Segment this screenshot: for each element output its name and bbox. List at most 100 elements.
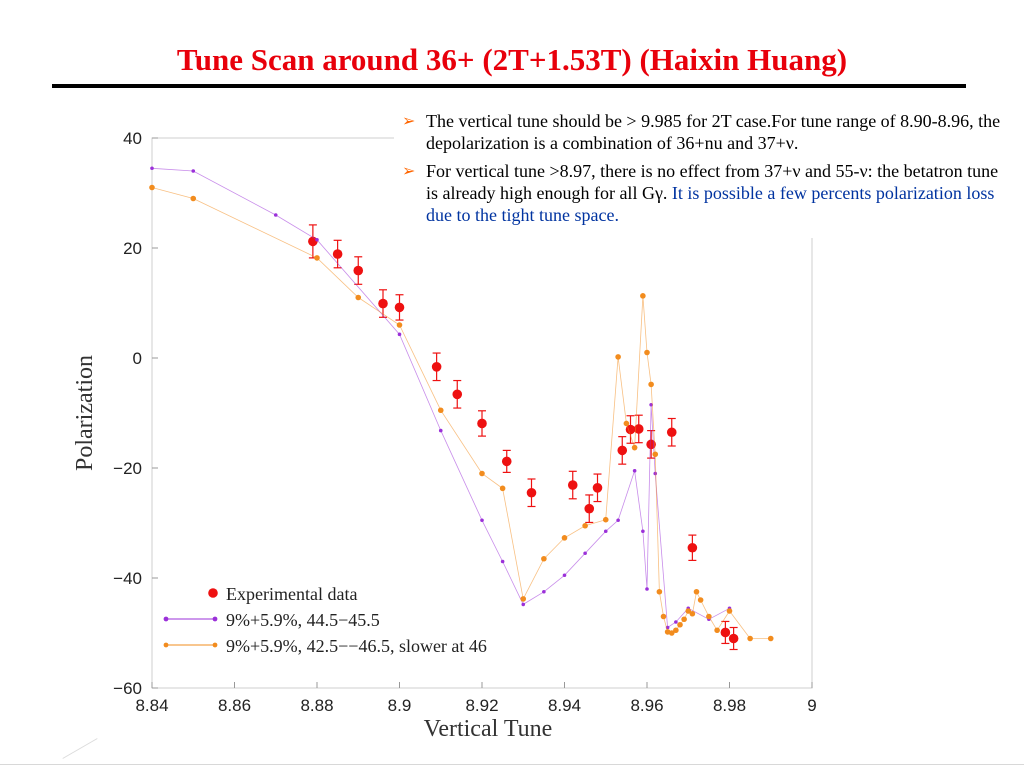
series-point: [697, 597, 704, 603]
note-bullet-2: ➢ For vertical tune >8.97, there is no e…: [400, 160, 1002, 226]
y-tick-label: 40: [123, 129, 142, 148]
y-tick-label: 20: [123, 239, 142, 258]
series-point: [582, 522, 588, 529]
data-point: [592, 483, 603, 493]
series-point: [150, 166, 154, 171]
series-point: [541, 555, 547, 562]
data-point: [728, 633, 739, 644]
series-point: [747, 635, 753, 642]
series-point: [673, 627, 679, 634]
series-point: [438, 428, 443, 433]
series-point: [726, 608, 733, 614]
series-point: [603, 529, 608, 534]
x-tick-label: 8.9: [388, 696, 412, 715]
series-point: [767, 635, 774, 642]
data-point: [625, 424, 636, 435]
x-tick-label: 8.98: [713, 696, 746, 715]
series-point: [616, 518, 620, 523]
legend-label: Experimental data: [226, 584, 357, 604]
x-tick-label: 8.88: [300, 696, 333, 715]
series-point: [653, 471, 658, 476]
series-point: [674, 620, 678, 624]
data-point: [687, 542, 698, 553]
series-point: [499, 485, 506, 492]
note-highlight-2: It is possible a few percents polarizati…: [426, 183, 995, 225]
slide-title: Tune Scan around 36+ (2T+1.53T) (Haixin …: [176, 42, 848, 77]
note-text-2: For vertical tune >8.97, there is no eff…: [426, 161, 999, 203]
data-point: [526, 487, 537, 498]
series-point: [632, 468, 637, 473]
y-tick-label: −60: [113, 679, 142, 698]
legend-entry-3: 9%+5.9%, 42.5−−46.5, slower at 46: [163, 636, 487, 656]
data-point: [501, 456, 512, 467]
legend-marker: [163, 616, 169, 622]
series-point: [660, 613, 667, 620]
series-point: [644, 349, 650, 356]
x-tick-label: 9: [807, 696, 816, 715]
x-axis-label: Vertical Tune: [424, 716, 553, 742]
notes-panel: ➢ The vertical tune should be > 9.985 fo…: [394, 106, 1008, 238]
series-point: [641, 529, 645, 534]
chart-legend: Experimental data 9%+5.9%, 44.5−45.5 9%+5.…: [163, 584, 487, 656]
data-point: [353, 265, 364, 276]
series-point: [631, 444, 638, 451]
series-point: [190, 195, 197, 202]
note-text-1: The vertical tune should be > 9.985 for …: [426, 111, 1001, 153]
legend-marker: [208, 588, 218, 598]
data-point: [633, 424, 644, 434]
series-point: [396, 322, 403, 328]
x-tick-label: 8.86: [218, 696, 251, 715]
series-point: [480, 518, 484, 523]
note-bullet-1: ➢ The vertical tune should be > 9.985 fo…: [400, 110, 1002, 154]
series-point: [561, 535, 568, 541]
series-point: [706, 613, 712, 620]
data-point: [452, 389, 463, 400]
plot-axes: 8.84 8.86 8.88 8.9 8.92 8.94 8.96 8.98 9 40 20 0 −20…: [72, 129, 817, 742]
title-divider: [52, 84, 966, 88]
arrow-bullet-icon: ➢: [402, 111, 416, 130]
series-point: [714, 627, 720, 634]
series-point: [315, 237, 319, 242]
data-point: [666, 427, 677, 438]
series-point: [652, 451, 659, 458]
series-point: [273, 213, 278, 217]
series-point: [583, 551, 587, 556]
legend-marker: [212, 616, 218, 622]
series-point: [437, 407, 444, 414]
series-point: [149, 184, 155, 191]
data-point: [617, 445, 628, 456]
series-point: [191, 169, 196, 173]
series-point: [648, 381, 654, 388]
series-point: [681, 616, 687, 623]
data-point: [584, 503, 595, 514]
footer-divider: [0, 764, 1024, 765]
data-point: [394, 302, 405, 313]
x-tick-label: 8.96: [630, 696, 663, 715]
y-axis-label: Polarization: [72, 355, 98, 471]
data-point: [477, 418, 487, 429]
data-point: [332, 249, 343, 259]
series-point: [500, 559, 505, 564]
series-1: [308, 224, 739, 651]
legend-label: 9%+5.9%, 44.5−45.5: [226, 610, 380, 630]
legend-marker: [163, 642, 169, 648]
y-tick-label: −40: [113, 569, 142, 588]
series-point: [479, 470, 485, 477]
plot-series: [149, 166, 774, 651]
data-point: [567, 480, 578, 490]
series-point: [521, 602, 526, 607]
series-point: [562, 573, 567, 578]
series-point: [645, 587, 649, 591]
legend-entry-2: 9%+5.9%, 44.5−45.5: [163, 610, 380, 630]
series-point: [685, 608, 692, 614]
y-tick-label: 0: [133, 349, 142, 368]
series-point: [355, 294, 362, 301]
series-point: [602, 516, 609, 523]
x-tick-label: 8.92: [465, 696, 498, 715]
arrow-bullet-icon: ➢: [402, 161, 416, 180]
series-point: [314, 255, 320, 261]
series-point: [397, 332, 402, 337]
series-3: [149, 184, 774, 642]
x-tick-label: 8.84: [135, 696, 168, 715]
legend-marker: [212, 642, 218, 648]
